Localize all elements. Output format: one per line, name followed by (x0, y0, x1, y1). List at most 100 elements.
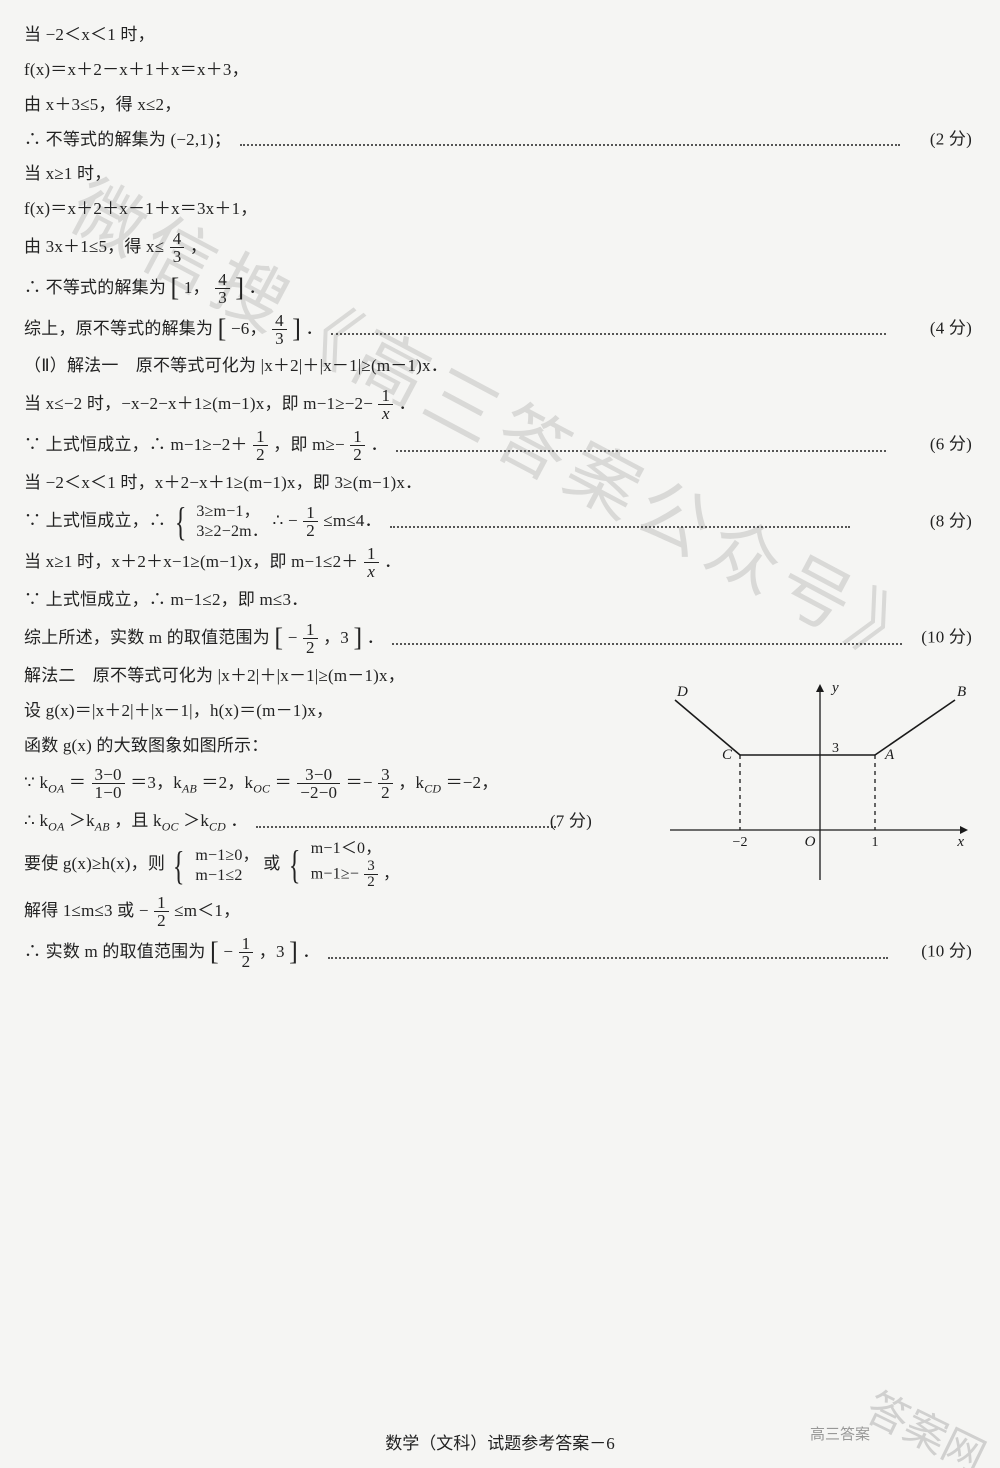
leader-dots (240, 135, 900, 146)
text-line: 综上所述，实数 m 的取值范围为 [ − 12 ，3 ] ． (10 分) (24, 618, 972, 659)
fraction: 1x (377, 387, 394, 423)
line-text: ＝ (275, 773, 292, 792)
line-text: ∴ 不等式的解集为 (−2,1)； (24, 130, 231, 149)
score-mark: (7 分) (550, 804, 592, 839)
case-row: m−1＜0， (311, 839, 400, 859)
line-text: 当 x≥1 时，x＋2＋x−1≥(m−1)x，即 m−1≤2＋ (24, 552, 358, 571)
fraction: 12 (252, 428, 269, 464)
leader-dots (331, 324, 886, 335)
line-text: ∴ k (24, 811, 48, 830)
text-line: 当 x≥1 时， (24, 157, 972, 192)
interval-prefix: − (288, 628, 298, 647)
line-text: ＞k (69, 811, 95, 830)
line-text: ＝− (346, 773, 373, 792)
fraction: 43 (214, 271, 231, 307)
line-text: ＝ (69, 773, 86, 792)
fraction: 3−0−2−0 (296, 766, 341, 802)
subscript: CD (209, 820, 226, 834)
line-text: ，且 k (114, 811, 162, 830)
subscript: AB (182, 782, 197, 796)
interval-a: 1， (184, 278, 210, 297)
text-line: 当 −2＜x＜1 时，x＋2−x＋1≥(m−1)x，即 3≥(m−1)x． (24, 466, 972, 501)
text-line: 由 3x＋1≤5，得 x≤ 43 ， (24, 227, 972, 268)
line-text: ． (399, 394, 416, 413)
leader-dots (396, 441, 886, 452)
score-mark: (4 分) (930, 309, 972, 350)
line-text: 解得 1≤m≤3 或 − (24, 901, 149, 920)
text-line: 当 x≥1 时，x＋2＋x−1≥(m−1)x，即 m−1≤2＋ 1x ． (24, 542, 972, 583)
subscript: CD (424, 782, 441, 796)
text-line: ∴ 不等式的解集为 [ 1， 43 ] ． (24, 268, 972, 309)
bracket-close: ] (289, 937, 298, 966)
score-mark: (6 分) (930, 425, 972, 466)
case-row: m−1≥− 32 ， (311, 859, 400, 891)
text-line: 当 x≤−2 时，−x−2−x＋1≥(m−1)x，即 m−1≥−2− 1x ． (24, 384, 972, 425)
line-text: ． (370, 435, 387, 454)
subscript: OC (253, 782, 270, 796)
case-brace: { m−1＜0， m−1≥− 32 ， (285, 839, 399, 891)
case-row: m−1≤2 (195, 866, 258, 886)
fraction: 43 (271, 312, 288, 348)
line-text: ． (306, 319, 323, 338)
bracket-close: ] (235, 273, 244, 302)
line-text: 当 x≤−2 时，−x−2−x＋1≥(m−1)x，即 m−1≥−2− (24, 394, 373, 413)
case-brace: { m−1≥0， m−1≤2 (169, 844, 258, 885)
text-line: ∵ 上式恒成立，∴ { 3≥m−1， 3≥2−2m． ∴ − 12 ≤m≤4． … (24, 501, 972, 543)
line-text: ∴ 实数 m 的取值范围为 (24, 942, 206, 961)
subscript: OC (162, 820, 179, 834)
line-text: ∵ 上式恒成立，∴ m−1≥−2＋ (24, 435, 248, 454)
line-text: ＝2，k (201, 773, 253, 792)
line-text: 要使 g(x)≥h(x)，则 (24, 854, 165, 873)
fraction: 3−01−0 (91, 766, 126, 802)
text-line: f(x)＝x＋2＋x－1＋x＝3x＋1， (24, 192, 972, 227)
svg-text:D: D (676, 684, 688, 700)
bracket-open: [ (274, 623, 283, 652)
watermark-footer: 高三答案 (810, 1423, 870, 1444)
interval-mid: ，3 (259, 942, 285, 961)
svg-text:O: O (805, 834, 816, 850)
line-text: ． (230, 811, 247, 830)
answer-page: 微信搜《高三答案公众号》 当 −2＜x＜1 时， f(x)＝x＋2－x＋1＋x＝… (0, 0, 1000, 973)
text-line: ∴ 实数 m 的取值范围为 [ − 12 ，3 ] ． (10 分) (24, 932, 972, 973)
fraction: 12 (238, 935, 255, 971)
svg-text:−2: −2 (733, 835, 748, 850)
function-plot: ABCD3−21Oxy (670, 680, 970, 880)
score-mark: (10 分) (921, 932, 972, 973)
svg-text:x: x (956, 834, 964, 850)
text-line: f(x)＝x＋2－x＋1＋x＝x＋3， (24, 53, 972, 88)
svg-text:1: 1 (872, 835, 879, 850)
fraction: 12 (302, 621, 319, 657)
text-line: ∵ 上式恒成立，∴ m−1≤2，即 m≤3． (24, 583, 972, 618)
svg-text:3: 3 (832, 741, 839, 756)
line-text: ，即 m≥− (273, 435, 345, 454)
leader-dots (256, 817, 556, 828)
leader-dots (390, 516, 850, 527)
interval-prefix: − (223, 942, 233, 961)
fraction: 32 (377, 766, 394, 802)
line-text: 或 (263, 854, 280, 873)
interval-mid: ，3 (323, 628, 349, 647)
leader-dots (392, 633, 902, 644)
bracket-close: ] (292, 314, 301, 343)
score-mark: (10 分) (921, 618, 972, 659)
line-text: 综上，原不等式的解集为 (24, 319, 213, 338)
fraction: 12 (302, 504, 319, 540)
fraction: 1x (363, 545, 380, 581)
case-row: m−1≥0， (195, 846, 258, 866)
line-text: ＝−2， (446, 773, 499, 792)
line-text: ∴ 不等式的解集为 (24, 278, 166, 297)
score-mark: (2 分) (930, 123, 972, 158)
line-text: ≤m≤4． (323, 511, 381, 530)
line-text: ＝3，k (130, 773, 182, 792)
text-line: 综上，原不等式的解集为 [ −6， 43 ] ． (4 分) (24, 309, 972, 350)
line-text: ∴ − (272, 511, 297, 530)
line-text: ． (384, 552, 401, 571)
bracket-close: ] (353, 623, 362, 652)
text-line: ∴ 不等式的解集为 (−2,1)； (2 分) (24, 123, 972, 158)
text-line: （Ⅱ）解法一 原不等式可化为 |x＋2|＋|x－1|≥(m－1)x． (24, 349, 972, 384)
line-text: ，k (398, 773, 424, 792)
text-line: 解得 1≤m≤3 或 − 12 ≤m＜1， (24, 891, 972, 932)
line-text: ． (249, 278, 266, 297)
leader-dots (328, 947, 888, 958)
line-text: ， (190, 237, 207, 256)
